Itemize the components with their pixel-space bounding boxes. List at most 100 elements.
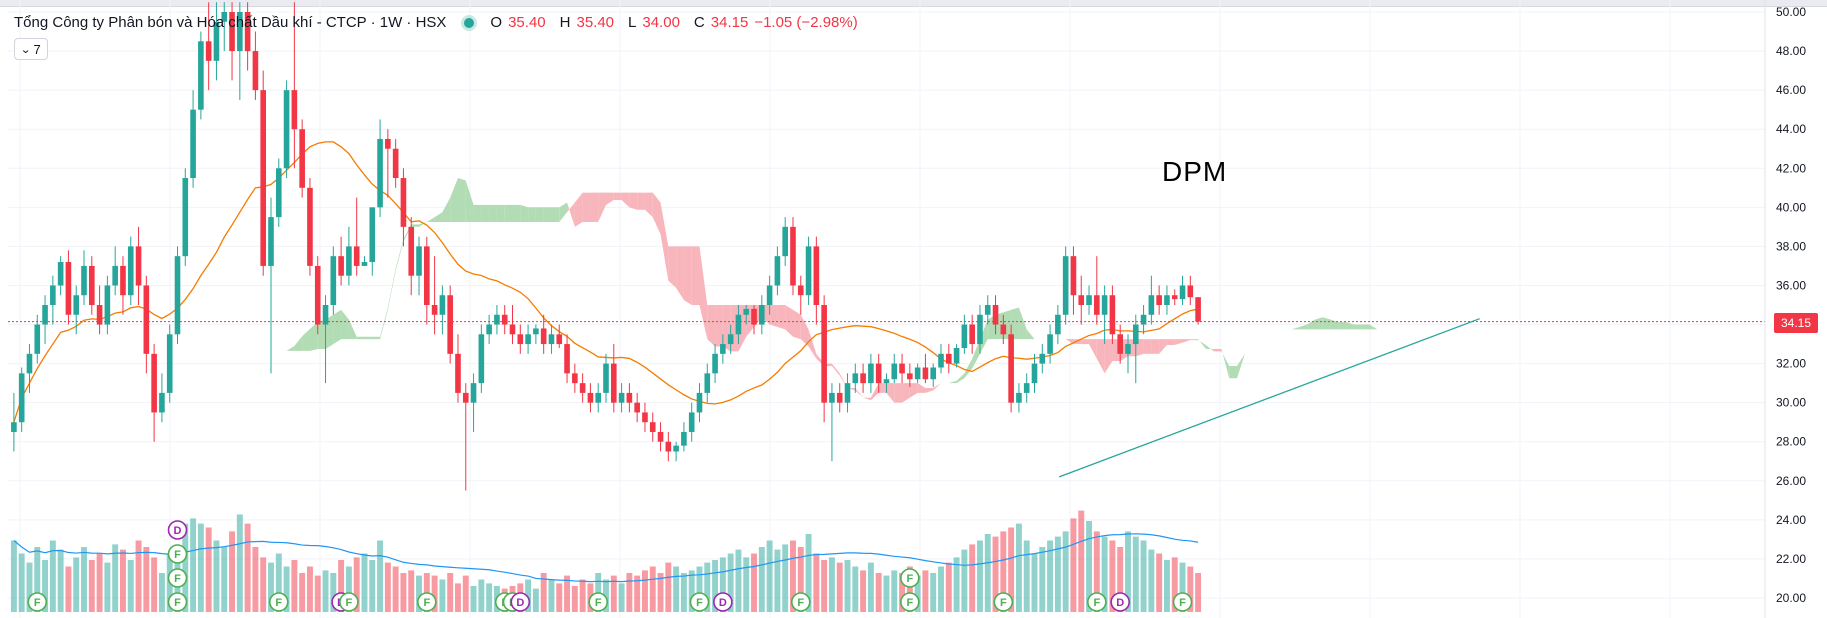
financial-event-icon[interactable] [339,592,359,612]
event-marker-label: F [174,573,181,585]
candle-body [1000,324,1007,335]
volume-bar [1062,531,1069,612]
candle-body [953,347,960,364]
financial-event-icon[interactable] [167,568,188,588]
dividend-event-icon[interactable] [510,592,531,612]
cloud-segment [286,346,295,351]
financial-event-icon[interactable] [588,592,609,612]
volume-bar [1132,536,1139,612]
volume-bar [969,544,976,612]
financial-event-icon[interactable] [27,592,48,612]
volume-bar [906,566,913,612]
financial-event-icon[interactable] [167,544,188,564]
cloud-segment [348,319,357,340]
candle-body [805,246,812,296]
volume-bar [49,540,56,612]
ticker-annotation[interactable]: DPM [1162,156,1228,187]
candle-body [120,265,126,296]
candle-body [190,109,196,179]
cloud-segment [652,192,661,235]
cloud-segment [909,383,918,398]
volume-bar [73,557,80,612]
financial-event-icon[interactable] [993,592,1014,612]
volume-bar [283,566,290,612]
high-label: H [559,14,571,31]
volume-bar [751,553,757,612]
volume-bar [486,583,493,612]
volume-bar [158,573,165,612]
cloud-segment [863,397,871,401]
candle-body [1109,295,1116,335]
cloud-segment [1026,329,1035,340]
financial-event-icon[interactable] [167,592,188,612]
event-marker-label: F [346,597,353,609]
candle-body [727,334,734,345]
y-tick-label: 42.00 [1776,161,1806,175]
candle-body [743,308,750,315]
volume-bar [891,570,898,612]
volume-bar [322,570,329,612]
volume-bar [26,562,33,612]
candle-body [275,168,282,218]
volume-bar [961,549,968,612]
candle-body [634,402,640,413]
financial-event-icon[interactable] [900,568,920,588]
event-markers: FFFFDFDFFFFDFFDFFFFFDF [27,520,1193,612]
financial-event-icon[interactable] [1172,592,1193,612]
candle-body [540,328,547,345]
trendline[interactable] [1058,318,1480,478]
financial-event-icon[interactable] [689,592,710,612]
candle-body [486,324,492,335]
candle-body [891,363,898,380]
candle-body [1047,334,1053,354]
volume-bar [447,573,454,612]
candle-body [797,285,804,296]
dividend-event-icon[interactable] [1110,592,1130,612]
cloud-segment [629,192,638,210]
cloud-segment [777,305,786,330]
candle-body [198,41,204,110]
candle-body [579,383,586,393]
dividend-event-icon[interactable] [713,592,733,612]
cloud-segment [380,307,388,340]
volume-bar [1070,518,1077,612]
candle-body [18,373,25,423]
financial-event-icon[interactable] [790,592,811,612]
volume-bar [1039,547,1046,612]
cloud-segment [309,322,318,351]
candle-body [610,363,617,403]
volume-bar [860,570,867,612]
candle-body [159,392,165,413]
volume-bar [275,553,282,612]
cloud-segment [434,212,443,222]
cloud-segment [1151,339,1160,354]
cloud-segment [606,192,614,205]
cloud-segment [1338,322,1347,330]
volume-bar [104,562,111,612]
cloud-segment [972,339,980,369]
volume-bar [236,514,243,612]
cloud-segment [785,305,793,337]
volume-bar [556,583,563,612]
financial-event-icon[interactable] [1087,592,1107,612]
financial-event-icon[interactable] [900,592,920,612]
candle-body [462,392,469,403]
candle-body [1125,344,1131,354]
event-marker-label: D [174,525,182,537]
y-tick-label: 26.00 [1776,474,1806,488]
symbol-title[interactable]: Tổng Công ty Phân bón và Hóa chất Dầu kh… [14,14,447,31]
cloud-segment [341,309,349,340]
volume-bar [727,553,734,612]
cloud-segment [637,192,645,210]
dividend-event-icon[interactable] [167,520,188,540]
volume-bar [603,579,609,612]
financial-event-icon[interactable] [417,592,437,612]
volume-bar [649,566,656,612]
candle-body [127,246,134,296]
indicators-toggle-button[interactable]: ⌄ 7 [14,38,48,60]
price-axis[interactable]: 50.00 48.00 46.00 44.00 42.00 40.00 38.00 36.00… [1776,5,1806,605]
financial-event-icon[interactable] [268,592,289,612]
candle-body [213,21,220,61]
candle-body [977,314,983,345]
